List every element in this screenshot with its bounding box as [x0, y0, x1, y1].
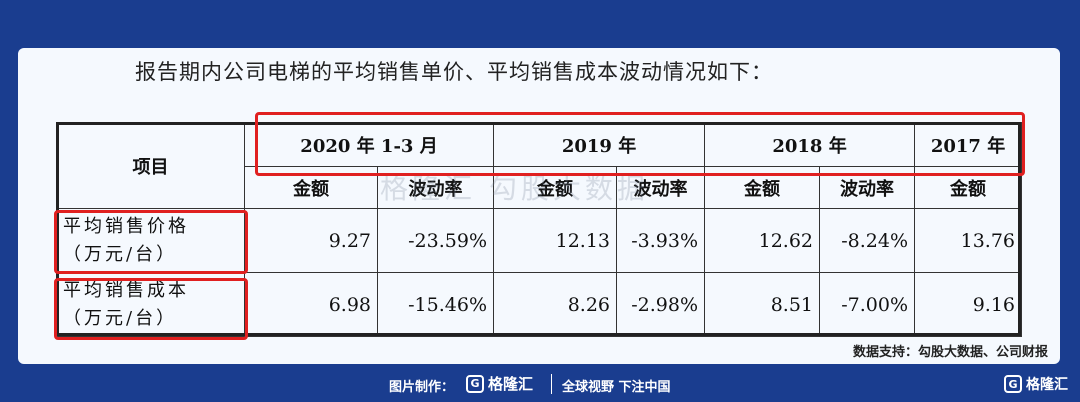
table-row: 平均销售成本 （万元/台） 6.98 -15.46% 8.26 -2.98% 8…: [56, 272, 1023, 337]
subheader-amount: 金额: [244, 166, 378, 209]
subheader-change-rate: 波动率: [819, 166, 916, 209]
footer-bar: 图片制作： G 格隆汇 全球视野 下注中国 G 格隆汇: [0, 368, 1080, 402]
row-label-line1: 平均销售价格: [63, 215, 189, 237]
row-label: 平均销售价格 （万元/台）: [56, 208, 245, 273]
row-label: 平均销售成本 （万元/台）: [56, 272, 245, 337]
intro-text: 报告期内公司电梯的平均销售单价、平均销售成本波动情况如下：: [135, 60, 773, 84]
cell-value: -15.46%: [376, 272, 495, 337]
subheader-amount: 金额: [704, 166, 821, 209]
cell-value: -2.98%: [616, 272, 706, 337]
cell-value: 8.26: [493, 272, 618, 337]
corner-logo: G 格隆汇: [1004, 374, 1068, 394]
corner-brand-name: 格隆汇: [1026, 377, 1068, 393]
row-label-line2: （万元/台）: [63, 243, 178, 265]
subheader-change-rate: 波动率: [376, 166, 495, 209]
cell-value: 12.62: [704, 208, 821, 273]
item-header: 项目: [56, 122, 245, 209]
brand-g-icon: G: [466, 374, 484, 393]
cell-value: 8.51: [704, 272, 821, 337]
row-label-line2: （万元/台）: [63, 307, 178, 329]
source-note: 数据支持：勾股大数据、公司财报: [852, 345, 1048, 360]
cell-value: -7.00%: [819, 272, 916, 337]
period-header: 2019 年: [493, 122, 706, 167]
cell-value: 13.76: [914, 208, 1023, 273]
table-row: 平均销售价格 （万元/台） 9.27 -23.59% 12.13 -3.93% …: [56, 208, 1023, 273]
subheader-amount: 金额: [914, 166, 1023, 209]
period-header: 2018 年: [704, 122, 916, 167]
period-header: 2020 年 1-3 月: [243, 122, 495, 167]
subheader-amount: 金额: [493, 166, 618, 209]
data-table: 项目 2020 年 1-3 月 2019 年 2018 年 2017 年 金额 …: [56, 122, 1023, 337]
slogan: 全球视野 下注中国: [562, 380, 671, 395]
brand-name: 格隆汇: [488, 375, 534, 393]
period-header: 2017 年: [914, 122, 1023, 167]
cell-value: -23.59%: [376, 208, 495, 273]
row-label-line1: 平均销售成本: [63, 279, 189, 301]
cell-value: 12.13: [493, 208, 618, 273]
cell-value: 9.16: [914, 272, 1023, 337]
cell-value: -3.93%: [616, 208, 706, 273]
cell-value: 6.98: [244, 272, 378, 337]
cell-value: -8.24%: [819, 208, 916, 273]
subheader-change-rate: 波动率: [616, 166, 706, 209]
corner-g-icon: G: [1004, 375, 1022, 393]
made-by-label: 图片制作：: [389, 380, 455, 395]
cell-value: 9.27: [244, 208, 378, 273]
footer-divider: [551, 374, 552, 394]
brand-logo: G 格隆汇: [466, 373, 533, 394]
